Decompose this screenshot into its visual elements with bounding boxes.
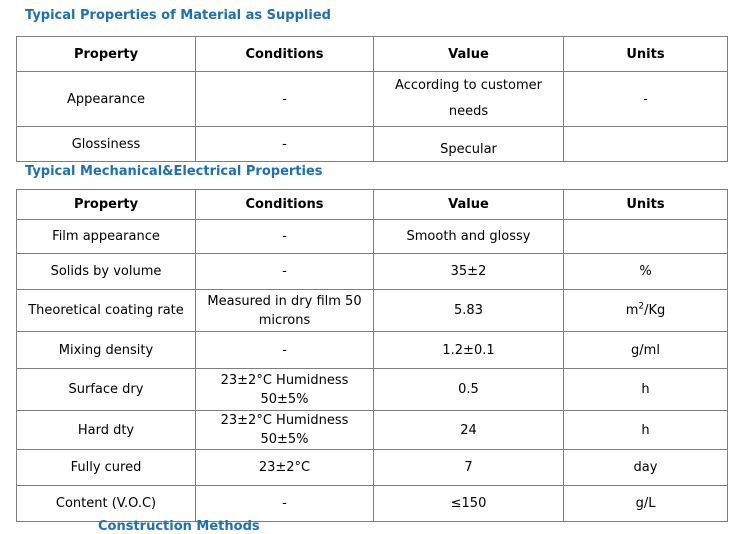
table-row: Glossiness - Specular bbox=[16, 126, 728, 162]
cell-units: m2/Kg bbox=[563, 289, 728, 332]
header-units: Units bbox=[563, 36, 728, 72]
cell-property: Appearance bbox=[16, 71, 196, 127]
table-row: Content (V.O.C) - ≤150 g/L bbox=[16, 485, 728, 522]
table-row: Appearance - According to customer needs… bbox=[16, 71, 728, 127]
section-title-material-supplied: Typical Properties of Material as Suppli… bbox=[25, 8, 331, 23]
material-supplied-table: Property Conditions Value Units Appearan… bbox=[16, 36, 728, 162]
cell-value: 1.2±0.1 bbox=[373, 331, 564, 369]
cell-units: g/L bbox=[563, 485, 728, 522]
cell-value: 24 bbox=[373, 410, 564, 450]
header-value: Value bbox=[373, 36, 564, 72]
cell-conditions: Measured in dry film 50 microns bbox=[195, 289, 374, 332]
cell-conditions: - bbox=[195, 485, 374, 522]
mechanical-electrical-table: Property Conditions Value Units Film app… bbox=[16, 189, 728, 522]
cell-value: Specular bbox=[373, 126, 564, 162]
cell-units: h bbox=[563, 368, 728, 411]
table-row: Fully cured 23±2°C 7 day bbox=[16, 449, 728, 486]
cell-units: g/ml bbox=[563, 331, 728, 369]
cell-property: Theoretical coating rate bbox=[16, 289, 196, 332]
cell-value: ≤150 bbox=[373, 485, 564, 522]
cell-units bbox=[563, 126, 728, 162]
cell-property: Surface dry bbox=[16, 368, 196, 411]
cell-property: Content (V.O.C) bbox=[16, 485, 196, 522]
cell-conditions: - bbox=[195, 71, 374, 127]
header-property: Property bbox=[16, 36, 196, 72]
table-row: Solids by volume - 35±2 % bbox=[16, 253, 728, 290]
cell-conditions: 23±2°C bbox=[195, 449, 374, 486]
cell-units: day bbox=[563, 449, 728, 486]
cell-value: Smooth and glossy bbox=[373, 219, 564, 254]
header-conditions: Conditions bbox=[195, 189, 374, 220]
cell-value: 5.83 bbox=[373, 289, 564, 332]
table-header-row: Property Conditions Value Units bbox=[16, 189, 728, 220]
cell-conditions: - bbox=[195, 126, 374, 162]
cell-value: 35±2 bbox=[373, 253, 564, 290]
header-units: Units bbox=[563, 189, 728, 220]
table-header-row: Property Conditions Value Units bbox=[16, 36, 728, 72]
cell-conditions: - bbox=[195, 331, 374, 369]
cell-property: Fully cured bbox=[16, 449, 196, 486]
cell-property: Mixing density bbox=[16, 331, 196, 369]
cell-property: Solids by volume bbox=[16, 253, 196, 290]
table-row: Hard dty 23±2°C Humidness 50±5% 24 h bbox=[16, 410, 728, 450]
cell-conditions: 23±2°C Humidness 50±5% bbox=[195, 368, 374, 411]
header-property: Property bbox=[16, 189, 196, 220]
header-value: Value bbox=[373, 189, 564, 220]
header-conditions: Conditions bbox=[195, 36, 374, 72]
cell-units: % bbox=[563, 253, 728, 290]
section-title-construction-methods: Construction Methods bbox=[98, 519, 260, 534]
cell-property: Film appearance bbox=[16, 219, 196, 254]
cell-property: Hard dty bbox=[16, 410, 196, 450]
cell-units: - bbox=[563, 71, 728, 127]
cell-value: 7 bbox=[373, 449, 564, 486]
units-m2-kg: m2/Kg bbox=[625, 301, 666, 318]
table-row: Film appearance - Smooth and glossy bbox=[16, 219, 728, 254]
cell-conditions: 23±2°C Humidness 50±5% bbox=[195, 410, 374, 450]
cell-conditions: - bbox=[195, 253, 374, 290]
cell-property: Glossiness bbox=[16, 126, 196, 162]
table-row: Surface dry 23±2°C Humidness 50±5% 0.5 h bbox=[16, 368, 728, 411]
table-row: Mixing density - 1.2±0.1 g/ml bbox=[16, 331, 728, 369]
section-title-mechanical-electrical: Typical Mechanical&Electrical Properties bbox=[25, 164, 323, 179]
cell-units: h bbox=[563, 410, 728, 450]
cell-conditions: - bbox=[195, 219, 374, 254]
cell-value: According to customer needs bbox=[373, 71, 564, 127]
table-row: Theoretical coating rate Measured in dry… bbox=[16, 289, 728, 332]
cell-units bbox=[563, 219, 728, 254]
cell-value: 0.5 bbox=[373, 368, 564, 411]
